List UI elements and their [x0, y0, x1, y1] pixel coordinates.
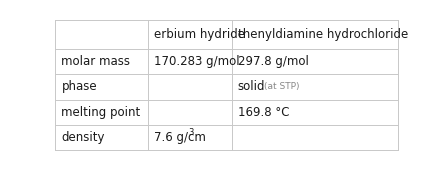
Text: thenyldiamine hydrochloride: thenyldiamine hydrochloride [238, 28, 408, 41]
Text: solid: solid [238, 80, 265, 93]
Text: molar mass: molar mass [61, 55, 130, 68]
Text: 297.8 g/mol: 297.8 g/mol [238, 55, 309, 68]
Text: (at STP): (at STP) [263, 82, 299, 91]
Text: 7.6 g/cm: 7.6 g/cm [154, 131, 206, 144]
Text: erbium hydride: erbium hydride [154, 28, 245, 41]
Text: melting point: melting point [61, 106, 141, 119]
Text: 3: 3 [188, 128, 193, 137]
Text: density: density [61, 131, 105, 144]
Text: phase: phase [61, 80, 97, 93]
Text: 169.8 °C: 169.8 °C [238, 106, 290, 119]
Text: 170.283 g/mol: 170.283 g/mol [154, 55, 240, 68]
